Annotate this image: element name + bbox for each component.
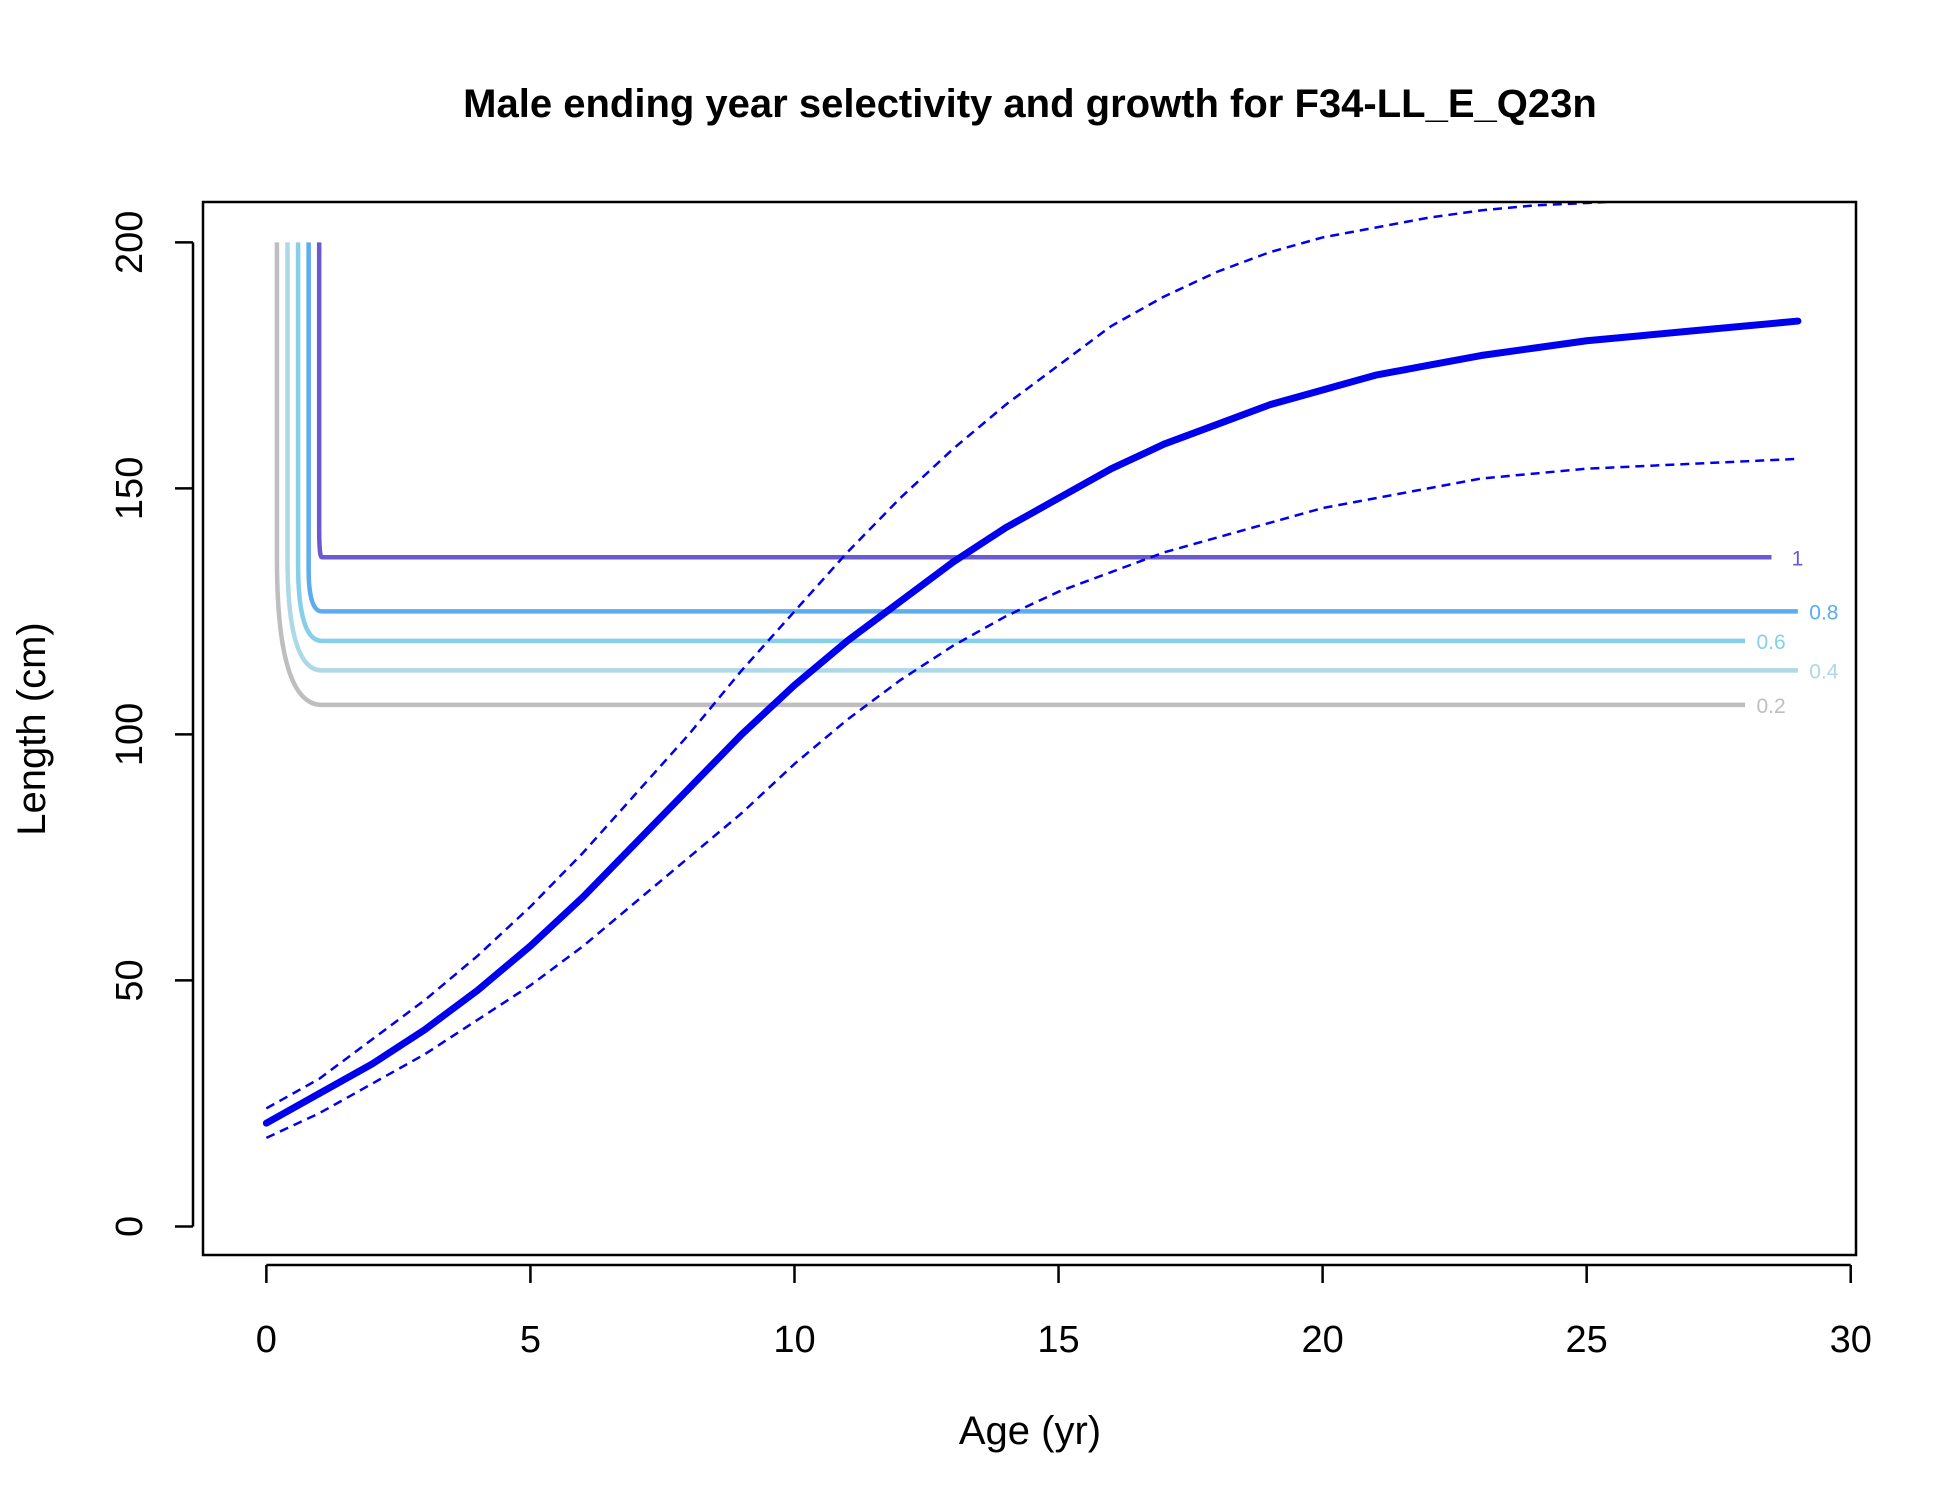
y-tick-label: 200	[109, 211, 151, 274]
y-tick-label: 100	[109, 703, 151, 766]
selectivity-contour-line	[316, 242, 1772, 560]
x-axis-title: Age (yr)	[959, 1409, 1101, 1453]
y-axis: 0 50 100 150 200	[109, 211, 195, 1237]
x-axis: 0 5 10 15 20 25 30	[256, 1263, 1872, 1361]
selectivity-contour: 0.8	[306, 242, 1839, 624]
selectivity-contour-label: 0.2	[1756, 695, 1785, 718]
selectivity-contour: 0.2	[274, 242, 1786, 718]
plot-area: 0.2 0.4 0.6 0.8 1	[262, 202, 1839, 1140]
selectivity-contour-label: 0.6	[1756, 631, 1785, 654]
x-tick-label: 20	[1301, 1319, 1343, 1361]
x-tick-label: 15	[1037, 1319, 1079, 1361]
y-tick-label: 0	[109, 1216, 151, 1237]
growth-curves	[262, 202, 1802, 1140]
x-tick-label: 30	[1830, 1319, 1872, 1361]
plot-frame	[201, 200, 1858, 1257]
x-tick-label: 0	[256, 1319, 277, 1361]
growth-lower-dashed-line	[265, 457, 1798, 1140]
spacer	[1788, 658, 1789, 659]
selectivity-contour-label: 0.8	[1809, 601, 1838, 624]
growth-mean-line	[262, 317, 1802, 1127]
y-axis-title: Length (cm)	[10, 622, 54, 835]
selectivity-contour-line	[285, 242, 1798, 673]
selectivity-contours: 0.2 0.4 0.6 0.8 1	[274, 242, 1839, 718]
selectivity-contour-label: 0.4	[1809, 660, 1839, 683]
spacer	[1788, 599, 1789, 600]
selectivity-contour-line	[306, 242, 1798, 614]
x-tick-label: 25	[1566, 1319, 1608, 1361]
x-tick-label: 10	[773, 1319, 815, 1361]
growth-upper-dashed-line	[265, 202, 1635, 1110]
y-tick-label: 50	[109, 959, 151, 1001]
selectivity-contour-line	[295, 242, 1746, 644]
selectivity-contour-line	[274, 242, 1746, 708]
selectivity-contour: 0.4	[285, 242, 1839, 683]
selectivity-contour: 1	[316, 242, 1804, 570]
chart-title: Male ending year selectivity and growth …	[463, 82, 1597, 126]
selectivity-contour: 0.6	[295, 242, 1786, 654]
selectivity-contour-label: 1	[1792, 547, 1804, 570]
y-tick-label: 150	[109, 457, 151, 520]
x-tick-label: 5	[520, 1319, 541, 1361]
